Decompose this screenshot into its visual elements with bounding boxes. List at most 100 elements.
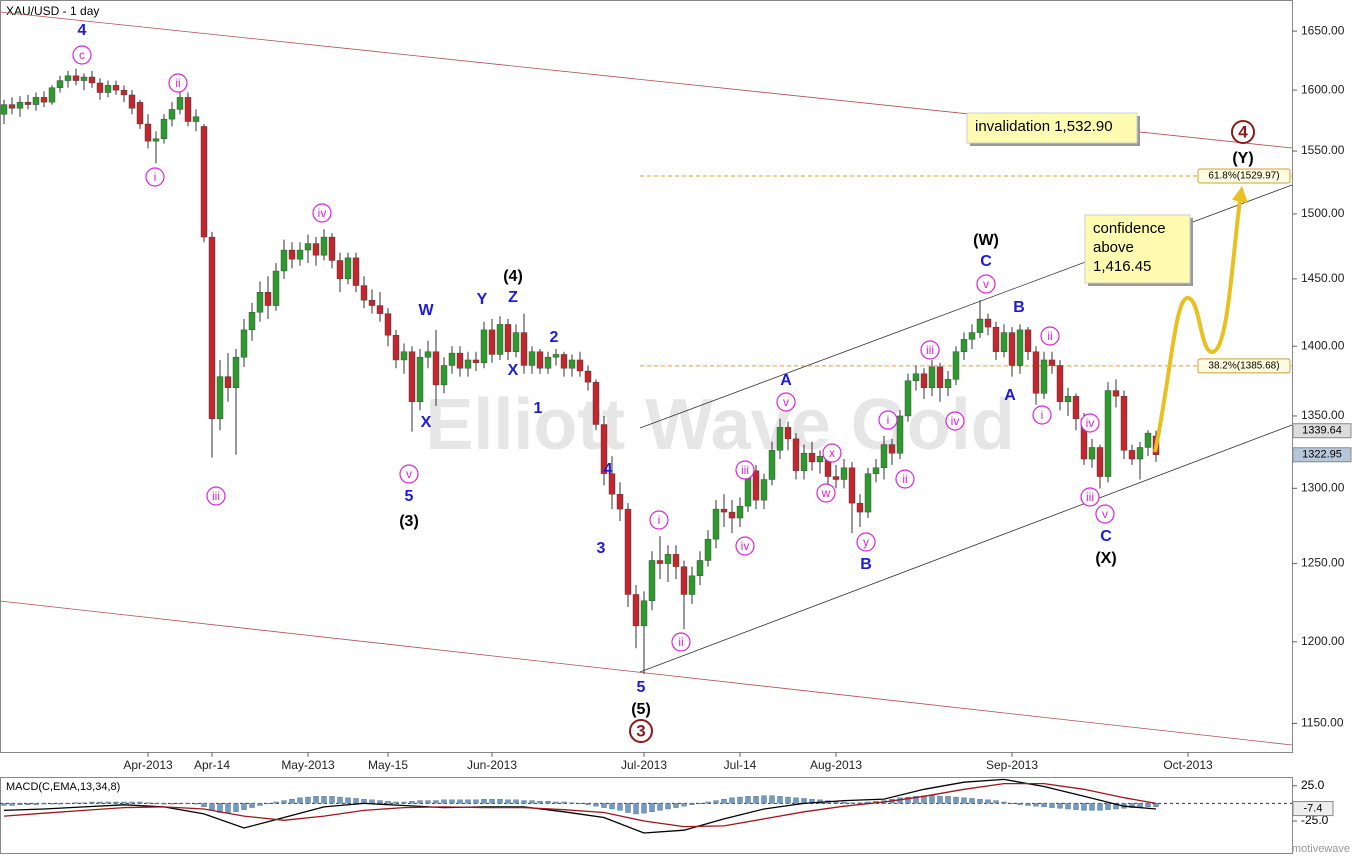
- macd-bar: [777, 796, 783, 804]
- y-tick-label: 1450.00: [1301, 271, 1345, 285]
- wave-circle: [895, 469, 915, 489]
- candle-body: [920, 373, 928, 388]
- candle-body: [1048, 359, 1056, 366]
- candle-body: [568, 359, 576, 369]
- wave-label: (5): [631, 701, 651, 718]
- macd-bar: [721, 798, 727, 804]
- macd-bar: [977, 798, 983, 804]
- candle-body: [1104, 390, 1112, 477]
- macd-bar: [441, 799, 447, 804]
- macd-bar: [945, 796, 951, 804]
- candle-body: [760, 479, 768, 501]
- x-tick-label: Jun-2013: [467, 758, 517, 772]
- price-label: 1322.95: [1302, 449, 1342, 461]
- candle-body: [40, 97, 48, 103]
- candle-body: [416, 356, 424, 402]
- macd-bar: [761, 795, 767, 804]
- macd-frame: [0, 777, 1293, 854]
- candle-body: [784, 427, 792, 440]
- macd-bar: [273, 801, 279, 804]
- macd-bar: [425, 800, 431, 804]
- macd-bar: [417, 800, 423, 804]
- macd-bar: [129, 801, 135, 804]
- wave-label: C: [980, 253, 992, 270]
- wave-circle: [312, 203, 332, 223]
- candle-body: [224, 376, 232, 388]
- macd-bar: [1025, 803, 1031, 806]
- candle-body: [368, 299, 376, 306]
- macd-bar: [433, 800, 439, 804]
- macd-tick-label: -25.0: [1301, 813, 1329, 827]
- macd-bar: [601, 803, 607, 808]
- wave-label: (4): [503, 268, 523, 285]
- macd-bar: [305, 796, 311, 804]
- candle-body: [400, 351, 408, 361]
- macd-bar: [177, 803, 183, 805]
- wave-circle: [1231, 120, 1255, 144]
- macd-bar: [1, 803, 7, 806]
- candle-body: [696, 560, 704, 577]
- candle-body: [328, 236, 336, 261]
- macd-bar: [633, 803, 639, 815]
- wave-circle: [72, 45, 92, 65]
- candle-body: [352, 257, 360, 286]
- macd-bar: [329, 796, 335, 804]
- candle-body: [1144, 432, 1152, 448]
- candle-body: [592, 381, 600, 425]
- macd-bar: [33, 803, 39, 805]
- macd-bar: [1009, 803, 1015, 805]
- candle-body: [232, 356, 240, 388]
- candle-body: [384, 313, 392, 336]
- macd-bar: [1073, 803, 1079, 810]
- wave-label: A: [1004, 387, 1016, 404]
- wave-label: iv: [318, 206, 327, 220]
- candle-body: [576, 359, 584, 372]
- x-tick-label: May-15: [368, 758, 408, 772]
- macd-bar: [673, 803, 679, 808]
- candle-body: [0, 104, 8, 115]
- candle-body: [168, 109, 176, 120]
- macd-bar: [321, 796, 327, 804]
- macd-bar: [369, 799, 375, 804]
- macd-value-box: [1292, 801, 1334, 817]
- fib-label: 61.8%(1529.97): [1208, 171, 1279, 182]
- candle-body: [192, 116, 200, 122]
- note-text: invalidation 1,532.90: [975, 118, 1113, 135]
- wave-label: B: [860, 556, 872, 573]
- macd-bar: [73, 802, 79, 804]
- wave-circle: [816, 483, 836, 503]
- wave-circle: [1080, 413, 1100, 433]
- brand: motivewave: [1292, 843, 1350, 855]
- note-box: [1084, 214, 1191, 284]
- macd-bar: [385, 801, 391, 804]
- candle-body: [488, 329, 496, 355]
- candle-body: [424, 351, 432, 358]
- candle-body: [808, 453, 816, 463]
- macd-bar: [1049, 803, 1055, 808]
- wave-label: iv: [951, 414, 960, 428]
- y-tick-label: 1300.00: [1301, 480, 1345, 494]
- candle-body: [88, 76, 96, 84]
- candle-body: [712, 508, 720, 540]
- wave-circle: [856, 532, 876, 552]
- macd-bar: [577, 803, 583, 805]
- candle-body: [960, 339, 968, 352]
- y-tick-label: 1200.00: [1301, 634, 1345, 648]
- macd-bar: [553, 801, 559, 804]
- macd-bar: [1081, 803, 1087, 811]
- wave-label: 5: [637, 679, 646, 696]
- macd-bar: [657, 803, 663, 811]
- wave-circle: [1095, 504, 1115, 524]
- chart-title: XAU/USD - 1 day: [6, 4, 99, 18]
- candle-body: [800, 453, 808, 471]
- wave-circle: [206, 486, 226, 506]
- candle-body: [120, 89, 128, 96]
- macd-bar: [625, 803, 631, 813]
- candle-body: [344, 257, 352, 280]
- macd-bar: [689, 803, 695, 805]
- macd-bar: [1145, 803, 1151, 808]
- wave-label: (W): [973, 232, 999, 249]
- candle-body: [376, 305, 384, 314]
- candle-body: [512, 332, 520, 352]
